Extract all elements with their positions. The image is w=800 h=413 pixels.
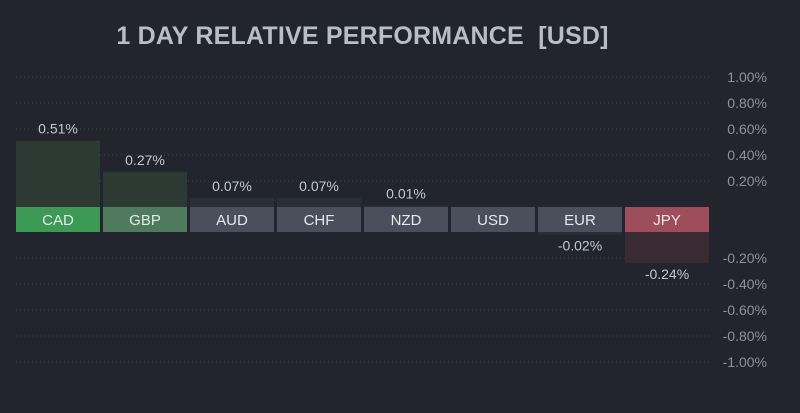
y-tick-label: -0.40% xyxy=(723,276,767,292)
bar xyxy=(538,232,622,235)
y-tick-label: 1.00% xyxy=(727,69,767,85)
category-band xyxy=(277,207,361,232)
data-label: 0.27% xyxy=(125,152,165,168)
y-tick-label: -0.80% xyxy=(723,328,767,344)
category-band xyxy=(190,207,274,232)
bar xyxy=(103,171,187,207)
category-band xyxy=(451,207,535,232)
category-label: CHF xyxy=(304,212,335,229)
category-label: AUD xyxy=(216,212,248,229)
y-tick-label: 0.40% xyxy=(727,147,767,163)
bar xyxy=(364,205,448,207)
category-label: USD xyxy=(477,212,509,229)
y-tick-label: 0.60% xyxy=(727,121,767,137)
y-tick-label: 0.20% xyxy=(727,173,767,189)
category-band xyxy=(16,207,100,232)
category-label: JPY xyxy=(653,212,681,229)
category-label: EUR xyxy=(564,212,596,229)
category-band xyxy=(364,207,448,232)
data-label: 0.01% xyxy=(386,186,426,202)
data-label: -0.02% xyxy=(558,238,602,254)
category-band xyxy=(538,207,622,232)
bar xyxy=(190,197,274,207)
y-tick-label: 0.80% xyxy=(727,95,767,111)
y-tick-label: -0.20% xyxy=(723,250,767,266)
bar xyxy=(625,232,709,264)
chart-title: 1 DAY RELATIVE PERFORMANCE [USD] xyxy=(116,22,609,50)
category-label: NZD xyxy=(391,212,422,229)
category-band xyxy=(625,207,709,232)
category-label: GBP xyxy=(129,212,161,229)
bar xyxy=(16,140,100,207)
data-label: -0.24% xyxy=(645,266,689,282)
data-label: 0.51% xyxy=(38,121,78,137)
bar xyxy=(277,197,361,207)
category-band xyxy=(103,207,187,232)
y-tick-label: -0.60% xyxy=(723,302,767,318)
data-label: 0.07% xyxy=(299,178,339,194)
y-tick-label: -1.00% xyxy=(723,354,767,370)
category-label: CAD xyxy=(42,212,74,229)
data-label: 0.07% xyxy=(212,178,252,194)
